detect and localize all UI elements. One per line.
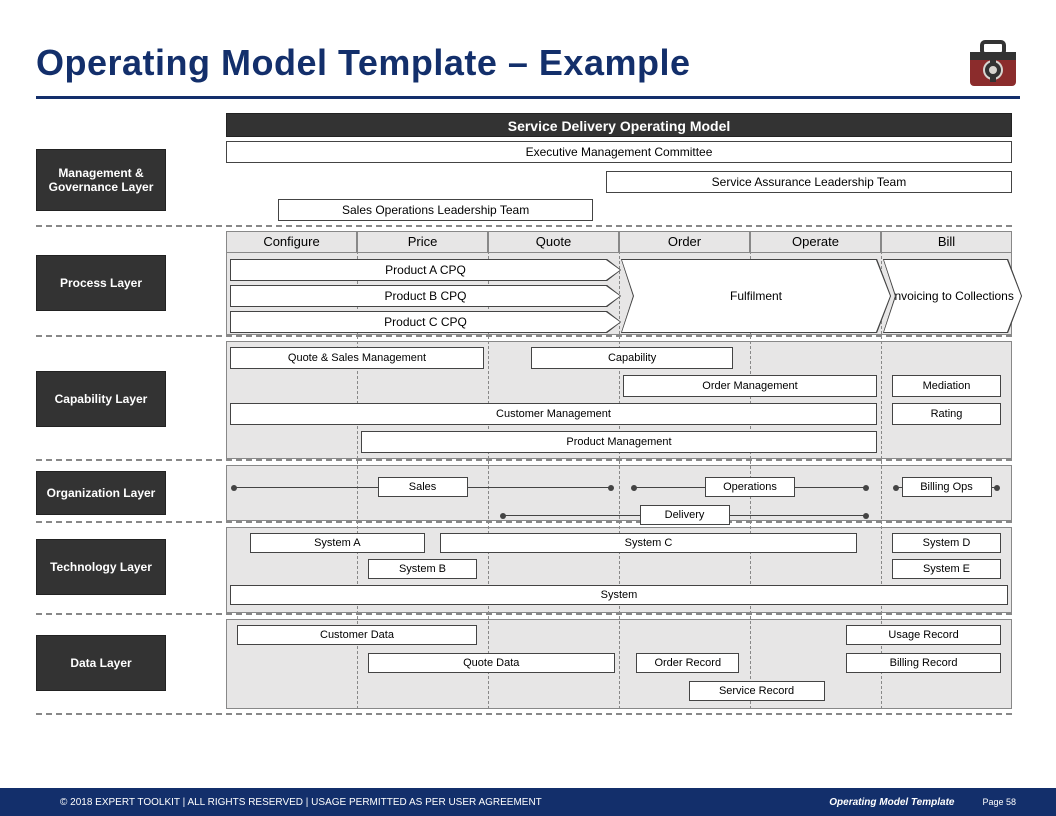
footer-doc-title: Operating Model Template bbox=[829, 797, 954, 808]
process-arrow: Product C CPQ bbox=[230, 311, 621, 333]
exec-committee-box: Executive Management Committee bbox=[226, 141, 1012, 163]
data-box: Customer Data bbox=[237, 625, 478, 645]
data-box: Usage Record bbox=[846, 625, 1002, 645]
process-column-header: Operate bbox=[750, 231, 881, 253]
layer-separator bbox=[36, 713, 1012, 715]
layer-label-org: Organization Layer bbox=[36, 471, 166, 515]
technology-box: System E bbox=[892, 559, 1002, 579]
process-column-header: Bill bbox=[881, 231, 1012, 253]
org-box: Delivery bbox=[640, 505, 730, 525]
data-box: Service Record bbox=[689, 681, 825, 701]
layer-separator bbox=[36, 521, 1012, 523]
org-box: Sales bbox=[378, 477, 468, 497]
technology-box: System B bbox=[368, 559, 478, 579]
data-box: Billing Record bbox=[846, 653, 1002, 673]
page-title: Operating Model Template – Example bbox=[36, 42, 691, 84]
process-arrow: Invoicing to Collections bbox=[883, 259, 1022, 333]
technology-box: System C bbox=[440, 533, 858, 553]
layer-separator bbox=[36, 335, 1012, 337]
title-underline bbox=[36, 96, 1020, 99]
technology-box: System A bbox=[250, 533, 425, 553]
layer-separator bbox=[36, 613, 1012, 615]
layer-label-data: Data Layer bbox=[36, 635, 166, 691]
capability-box: Customer Management bbox=[230, 403, 877, 425]
process-arrow: Fulfilment bbox=[621, 259, 891, 333]
technology-box: System bbox=[230, 585, 1008, 605]
footer-page-number: Page 58 bbox=[982, 797, 1016, 807]
service-assurance-box: Service Assurance Leadership Team bbox=[606, 171, 1012, 193]
page-footer: © 2018 EXPERT TOOLKIT | ALL RIGHTS RESER… bbox=[0, 788, 1056, 816]
sales-ops-box: Sales Operations Leadership Team bbox=[278, 199, 592, 221]
capability-box: Quote & Sales Management bbox=[230, 347, 484, 369]
layer-label-process: Process Layer bbox=[36, 255, 166, 311]
capability-box: Capability bbox=[531, 347, 733, 369]
capability-box: Product Management bbox=[361, 431, 877, 453]
data-box: Order Record bbox=[636, 653, 739, 673]
process-arrow: Product B CPQ bbox=[230, 285, 621, 307]
capability-box: Mediation bbox=[892, 375, 1002, 397]
process-column-header: Price bbox=[357, 231, 488, 253]
layer-separator bbox=[36, 459, 1012, 461]
capability-box: Rating bbox=[892, 403, 1002, 425]
capability-box: Order Management bbox=[623, 375, 877, 397]
data-box: Quote Data bbox=[368, 653, 615, 673]
operating-model-diagram: Service Delivery Operating Model Manageme… bbox=[36, 113, 1020, 753]
layer-label-mgmt: Management & Governance Layer bbox=[36, 149, 166, 211]
layer-label-capability: Capability Layer bbox=[36, 371, 166, 427]
process-column-header: Order bbox=[619, 231, 750, 253]
org-box: Operations bbox=[705, 477, 795, 497]
org-box: Billing Ops bbox=[902, 477, 992, 497]
model-title-bar: Service Delivery Operating Model bbox=[226, 113, 1012, 137]
process-column-header: Configure bbox=[226, 231, 357, 253]
layer-label-tech: Technology Layer bbox=[36, 539, 166, 595]
footer-copyright: © 2018 EXPERT TOOLKIT | ALL RIGHTS RESER… bbox=[60, 797, 542, 808]
process-column-header: Quote bbox=[488, 231, 619, 253]
toolkit-logo-icon bbox=[966, 36, 1020, 90]
technology-box: System D bbox=[892, 533, 1002, 553]
process-arrow: Product A CPQ bbox=[230, 259, 621, 281]
layer-separator bbox=[36, 225, 1012, 227]
